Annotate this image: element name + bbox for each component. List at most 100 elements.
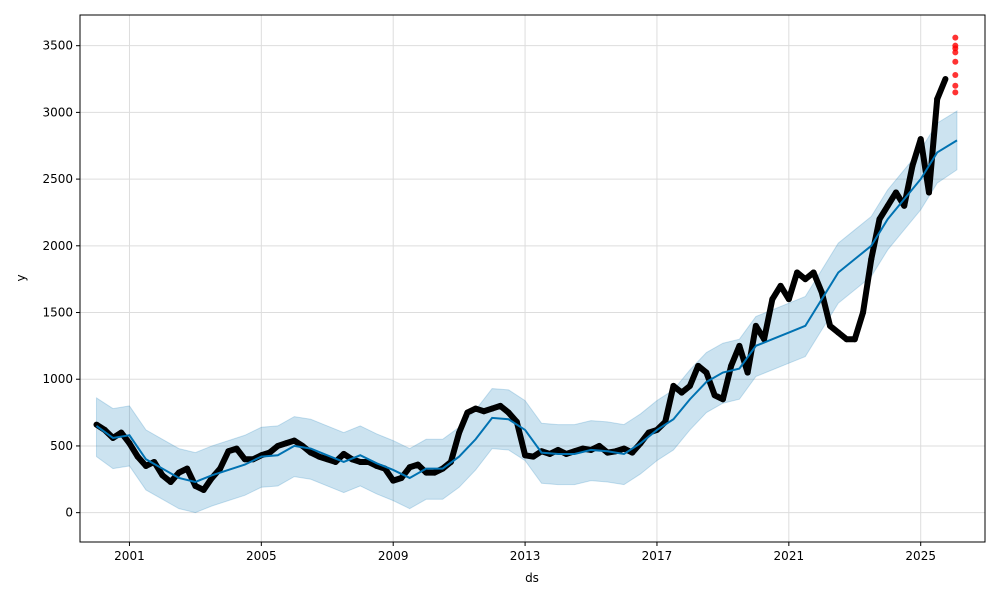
observed-point: [719, 396, 726, 403]
observed-point: [942, 76, 949, 83]
observed-point: [480, 408, 487, 415]
observed-point: [555, 446, 562, 453]
observed-point: [777, 282, 784, 289]
observed-point: [876, 216, 883, 223]
observed-point: [423, 469, 430, 476]
y-tick-label: 1500: [42, 306, 73, 320]
observed-point: [456, 429, 463, 436]
observed-point: [406, 464, 413, 471]
observed-point: [118, 429, 125, 436]
observed-point: [200, 486, 207, 493]
observed-point: [934, 96, 941, 103]
observed-point: [761, 336, 768, 343]
observed-point: [851, 336, 858, 343]
y-tick-label: 3500: [42, 39, 73, 53]
observed-point: [596, 442, 603, 449]
observed-point: [283, 440, 290, 447]
y-axis: 0 500 1000 1500 2000 2500 3000 3500: [42, 39, 80, 520]
observed-point: [217, 465, 224, 472]
observed-point: [159, 472, 166, 479]
observed-points: [93, 76, 949, 493]
observed-point: [579, 445, 586, 452]
observed-point: [736, 342, 743, 349]
observed-point: [266, 449, 273, 456]
observed-point: [233, 445, 240, 452]
observed-point: [489, 405, 496, 412]
observed-point: [142, 462, 149, 469]
observed-point: [703, 369, 710, 376]
observed-point: [620, 445, 627, 452]
grid: [80, 15, 985, 542]
observed-point: [241, 456, 248, 463]
observed-point: [225, 448, 232, 455]
observed-point: [167, 478, 174, 485]
y-tick-label: 2500: [42, 172, 73, 186]
forecast-yhat-line: [95, 139, 958, 484]
observed-point: [414, 461, 421, 468]
observed-point: [909, 162, 916, 169]
observed-point: [892, 189, 899, 196]
y-tick-label: 500: [50, 439, 73, 453]
observed-point: [505, 409, 512, 416]
observed-point: [686, 382, 693, 389]
observed-point: [827, 322, 834, 329]
observed-point: [522, 452, 529, 459]
observed-point: [357, 458, 364, 465]
observed-point: [431, 469, 438, 476]
observed-point: [126, 440, 133, 447]
x-tick-label: 2013: [510, 549, 541, 563]
x-tick-label: 2009: [378, 549, 409, 563]
observed-point: [175, 469, 182, 476]
observed-point: [728, 362, 735, 369]
plot-frame: [79, 14, 986, 543]
x-tick-label: 2017: [642, 549, 673, 563]
y-tick-label: 3000: [42, 105, 73, 119]
observed-point: [802, 276, 809, 283]
observed-point: [192, 482, 199, 489]
x-tick-label: 2021: [774, 549, 805, 563]
future-observed-point: [952, 89, 959, 96]
observed-point: [901, 202, 908, 209]
observed-point: [398, 474, 405, 481]
observed-point: [291, 437, 298, 444]
observed-point: [134, 453, 141, 460]
y-tick-label: 0: [65, 506, 73, 520]
observed-point: [670, 382, 677, 389]
observed-point: [497, 402, 504, 409]
observed-point: [316, 453, 323, 460]
observed-point: [868, 256, 875, 263]
y-axis-label: y: [14, 274, 28, 281]
observed-point: [464, 409, 471, 416]
observed-point: [530, 453, 537, 460]
future-observed-point: [952, 72, 959, 79]
x-axis-label: ds: [525, 571, 539, 585]
future-observed-point: [952, 82, 959, 89]
observed-point: [695, 362, 702, 369]
observed-point: [332, 458, 339, 465]
future-observed-points: [952, 34, 959, 96]
observed-point: [917, 136, 924, 143]
observed-point: [390, 477, 397, 484]
future-observed-point: [952, 34, 959, 41]
observed-point: [752, 322, 759, 329]
x-tick-label: 2005: [246, 549, 277, 563]
observed-point: [860, 309, 867, 316]
observed-point: [884, 202, 891, 209]
observed-point: [711, 392, 718, 399]
observed-point: [629, 449, 636, 456]
observed-point: [324, 456, 331, 463]
x-tick-label: 2001: [114, 549, 145, 563]
observed-point: [744, 369, 751, 376]
observed-point: [785, 296, 792, 303]
observed-point: [769, 296, 776, 303]
observed-point: [925, 189, 932, 196]
observed-point: [340, 450, 347, 457]
x-axis: 2001 2005 2009 2013 2017 2021 2025: [114, 542, 936, 563]
observed-point: [274, 442, 281, 449]
observed-point: [678, 389, 685, 396]
future-observed-point: [952, 42, 959, 49]
observed-point: [307, 449, 314, 456]
observed-point: [818, 289, 825, 296]
observed-point: [472, 405, 479, 412]
